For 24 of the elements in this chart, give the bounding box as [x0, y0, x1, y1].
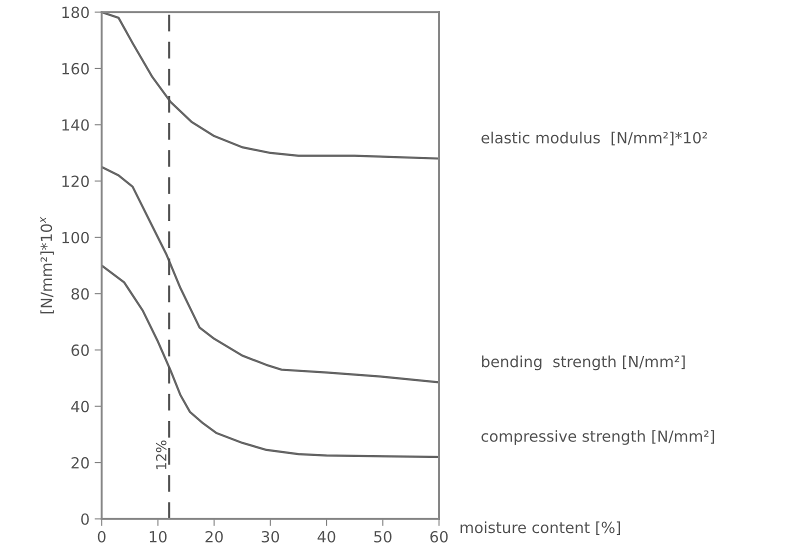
x-tick-label: 40 — [318, 530, 336, 543]
y-axis-title: [N/mm²]*10$^{x}$ — [40, 216, 54, 314]
line-series — [102, 166, 440, 384]
y-tick-label: 40 — [71, 400, 89, 412]
text: compressive strength [N/mm²] — [482, 430, 714, 445]
y-tick-label: 140 — [62, 119, 89, 131]
x-axis-title: moisture content [%] — [460, 521, 620, 536]
x-tick-label: 0 — [98, 530, 106, 543]
y-tick-label: 120 — [62, 176, 89, 188]
x-tick-label: 60 — [430, 530, 448, 543]
text: elastic modulus [N/mm²]*10² — [482, 132, 707, 146]
y-tick-label: 80 — [71, 288, 89, 300]
y-tick-label: 60 — [72, 344, 89, 356]
y-tick-label: 0 — [81, 513, 89, 525]
x-tick-label: 20 — [206, 530, 223, 543]
y-tick-label: 100 — [62, 232, 89, 244]
y-tick-label: 180 — [62, 6, 89, 18]
y-tick-label: 160 — [62, 62, 89, 74]
x-tick-label: 10 — [150, 530, 167, 543]
y-tick-label: 20 — [72, 457, 89, 469]
ref-line-label: 12% — [156, 440, 166, 470]
text: bending strength [N/mm²] — [482, 356, 685, 370]
x-tick-label: 30 — [262, 530, 280, 543]
x-tick-label: 50 — [374, 530, 392, 543]
